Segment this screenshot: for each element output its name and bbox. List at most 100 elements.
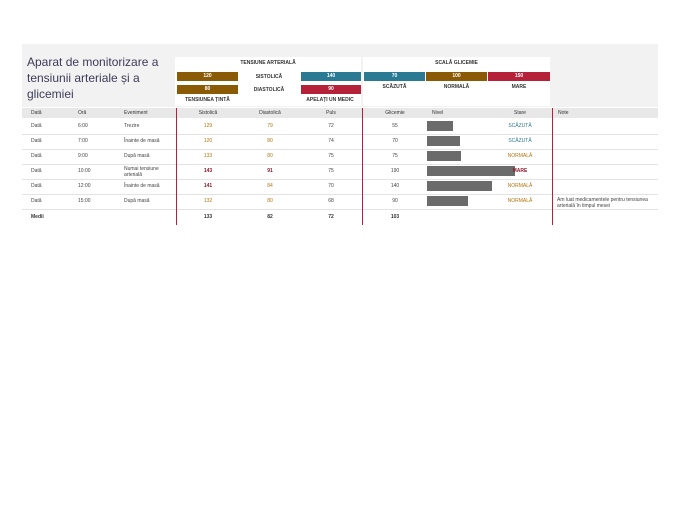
cell-time[interactable]: 6:00 <box>78 123 88 129</box>
target-diastolic-pill: 80 <box>177 85 238 94</box>
cell-time[interactable]: 7:00 <box>78 138 88 144</box>
col-header-date[interactable]: Dată <box>31 110 42 116</box>
call-diastolic-pill: 90 <box>301 85 361 94</box>
cell-event[interactable]: După masă <box>124 153 150 159</box>
col-header-event[interactable]: Eveniment <box>124 110 148 116</box>
col-header-time[interactable]: Oră <box>78 110 87 116</box>
cell-time[interactable]: 12:00 <box>78 183 91 189</box>
cell-status[interactable]: NORMALĂ <box>507 153 533 159</box>
cell-time[interactable]: 10:00 <box>78 168 91 174</box>
target-caption: TENSIUNEA ȚINTĂ <box>185 97 230 103</box>
cell-notes[interactable] <box>557 119 657 122</box>
cell-event[interactable]: Înainte de masă <box>124 183 160 189</box>
avg-diastolic: 82 <box>267 214 273 220</box>
cell-glucose[interactable]: 55 <box>392 123 398 129</box>
cell-status[interactable]: SCĂZUTĂ <box>508 138 532 144</box>
cell-date[interactable]: Dată <box>31 168 42 174</box>
cell-diastolic[interactable]: 91 <box>267 168 273 174</box>
cell-diastolic[interactable]: 80 <box>267 198 273 204</box>
cell-event[interactable]: Trezire <box>124 123 140 129</box>
table-header <box>22 108 658 118</box>
cell-notes[interactable] <box>557 134 657 137</box>
cell-pulse[interactable]: 75 <box>328 153 334 159</box>
averages-label: Medii <box>31 214 44 220</box>
cell-event[interactable]: După masă <box>124 198 150 204</box>
col-header-pulse[interactable]: Puls <box>326 110 336 116</box>
cell-systolic[interactable]: 120 <box>203 138 213 144</box>
cell-pulse[interactable]: 68 <box>328 198 334 204</box>
cell-glucose[interactable]: 70 <box>392 138 398 144</box>
table-row: Dată 10:00 Numai tensiune arterială 143 91 75… <box>22 164 658 180</box>
bp-panel-title: TENSIUNE ARTERIALĂ <box>240 60 296 66</box>
call-doctor-caption: APELAȚI UN MEDIC <box>306 97 354 103</box>
cell-time[interactable]: 15:00 <box>78 198 91 204</box>
blood-pressure-panel: TENSIUNE ARTERIALĂ 120 SISTOLICĂ 140 80 … <box>175 57 361 106</box>
glucose-level-bar <box>427 136 460 146</box>
cell-systolic[interactable]: 143 <box>203 168 213 174</box>
cell-date[interactable]: Dată <box>31 198 42 204</box>
cell-glucose[interactable]: 75 <box>392 153 398 159</box>
glucose-level-bar <box>427 181 492 191</box>
cell-pulse[interactable]: 75 <box>328 168 334 174</box>
cell-status[interactable]: SCĂZUTĂ <box>508 123 532 129</box>
cell-notes[interactable] <box>557 149 657 152</box>
cell-notes[interactable] <box>557 179 657 182</box>
cell-diastolic[interactable]: 80 <box>267 153 273 159</box>
table-row: Dată 12:00 Înainte de masă 141 84 70 140 NORMAL… <box>22 179 658 195</box>
glucose-scale-panel: SCALĂ GLICEMIE 70 100 150 SCĂZUTĂ NORMAL… <box>363 57 550 106</box>
table-row: Dată 6:00 Trezire 129 79 72 55 SCĂZUTĂ <box>22 119 658 135</box>
cell-pulse[interactable]: 74 <box>328 138 334 144</box>
cell-status[interactable]: NORMALĂ <box>507 183 533 189</box>
cell-diastolic[interactable]: 80 <box>267 138 273 144</box>
glucose-level-bar <box>427 121 453 131</box>
glucose-level-bar <box>427 196 468 206</box>
cell-date[interactable]: Dată <box>31 123 42 129</box>
cell-glucose[interactable]: 140 <box>390 183 400 189</box>
cell-date[interactable]: Dată <box>31 138 42 144</box>
glucose-high-pill: 150 <box>488 72 550 81</box>
col-header-level[interactable]: Nivel <box>432 110 444 116</box>
table-row: Dată 15:00 După masă 132 80 68 90 NORMALĂ Am lua… <box>22 194 658 210</box>
glucose-low-pill: 70 <box>364 72 425 81</box>
glucose-normal-pill: 100 <box>426 72 487 81</box>
glucose-level-bar <box>427 166 515 176</box>
systolic-label: SISTOLICĂ <box>255 74 283 80</box>
avg-pulse: 72 <box>328 214 334 220</box>
glucose-normal-label: NORMALĂ <box>443 84 470 90</box>
page-title: Aparat de monitorizare a tensiunii arter… <box>27 55 159 101</box>
target-systolic-pill: 120 <box>177 72 238 81</box>
cell-diastolic[interactable]: 84 <box>267 183 273 189</box>
avg-glucose: 103 <box>390 214 400 220</box>
divider-line <box>176 108 177 225</box>
cell-systolic[interactable]: 132 <box>203 198 213 204</box>
col-header-notes[interactable]: Note <box>558 110 569 116</box>
avg-systolic: 133 <box>203 214 213 220</box>
col-header-diastolic[interactable]: Diastolică <box>259 110 281 116</box>
cell-pulse[interactable]: 70 <box>328 183 334 189</box>
divider-line <box>552 108 553 225</box>
cell-systolic[interactable]: 133 <box>203 153 213 159</box>
averages-row: Medii 133 82 72 103 <box>22 210 658 225</box>
col-header-systolic[interactable]: Sistolică <box>198 110 218 116</box>
cell-notes[interactable] <box>557 164 657 167</box>
table-row: Dată 9:00 După masă 133 80 75 75 NORMALĂ <box>22 149 658 165</box>
divider-line <box>362 108 363 225</box>
cell-glucose[interactable]: 90 <box>392 198 398 204</box>
col-header-status[interactable]: Stare <box>514 110 526 116</box>
cell-status[interactable]: MARE <box>512 168 528 174</box>
cell-event[interactable]: Numai tensiune arterială <box>124 166 159 178</box>
cell-date[interactable]: Dată <box>31 183 42 189</box>
cell-event[interactable]: Înainte de masă <box>124 138 160 144</box>
cell-notes[interactable]: Am luat medicamentele pentru tensiunea a… <box>557 197 648 209</box>
cell-systolic[interactable]: 141 <box>203 183 213 189</box>
table-row: Dată 7:00 Înainte de masă 120 80 74 70 SCĂZUTĂ <box>22 134 658 150</box>
cell-time[interactable]: 9:00 <box>78 153 88 159</box>
cell-systolic[interactable]: 129 <box>203 123 213 129</box>
cell-glucose[interactable]: 190 <box>390 168 400 174</box>
cell-diastolic[interactable]: 79 <box>267 123 273 129</box>
cell-date[interactable]: Dată <box>31 153 42 159</box>
glucose-level-bar <box>427 151 461 161</box>
col-header-glucose[interactable]: Glicemie <box>385 110 405 116</box>
cell-status[interactable]: NORMALĂ <box>507 198 533 204</box>
cell-pulse[interactable]: 72 <box>328 123 334 129</box>
